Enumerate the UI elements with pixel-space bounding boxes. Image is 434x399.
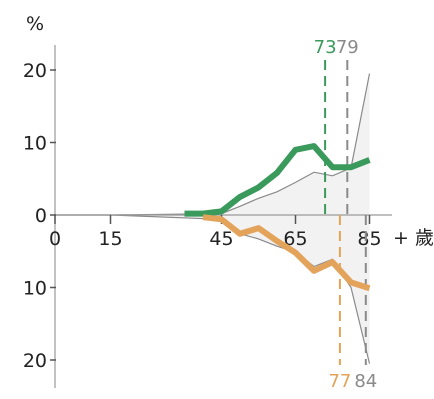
x-tick-label: 0 [49,228,61,250]
x-axis-ticks: 0 15 45 65 85 [49,215,382,250]
y-tick-label: 0 [35,205,47,227]
series-line-lower-orange [202,214,371,292]
age-markers: 73 79 77 84 [314,37,378,392]
y-tick-label: 20 [23,60,47,82]
x-tick-label: 65 [283,228,307,250]
x-tick-label: 45 [209,228,233,250]
y-tick-label: 10 [23,133,47,155]
marker-label-73: 73 [314,37,337,58]
y-axis-unit: % [26,13,44,35]
marker-label-77: 77 [328,371,351,392]
marker-label-79: 79 [336,37,359,58]
x-axis-unit: + 歲 [393,227,434,249]
y-tick-label: 10 [23,278,47,300]
x-tick-label: 15 [98,228,122,250]
reference-band-upper [55,73,370,215]
reference-band-lower [55,215,370,364]
series-line-upper-green [184,143,371,217]
y-tick-label: 20 [23,350,47,372]
x-tick-label: 85 [357,228,381,250]
marker-label-84: 84 [354,371,377,392]
y-axis-ticks: 20 10 0 10 20 [23,60,56,372]
